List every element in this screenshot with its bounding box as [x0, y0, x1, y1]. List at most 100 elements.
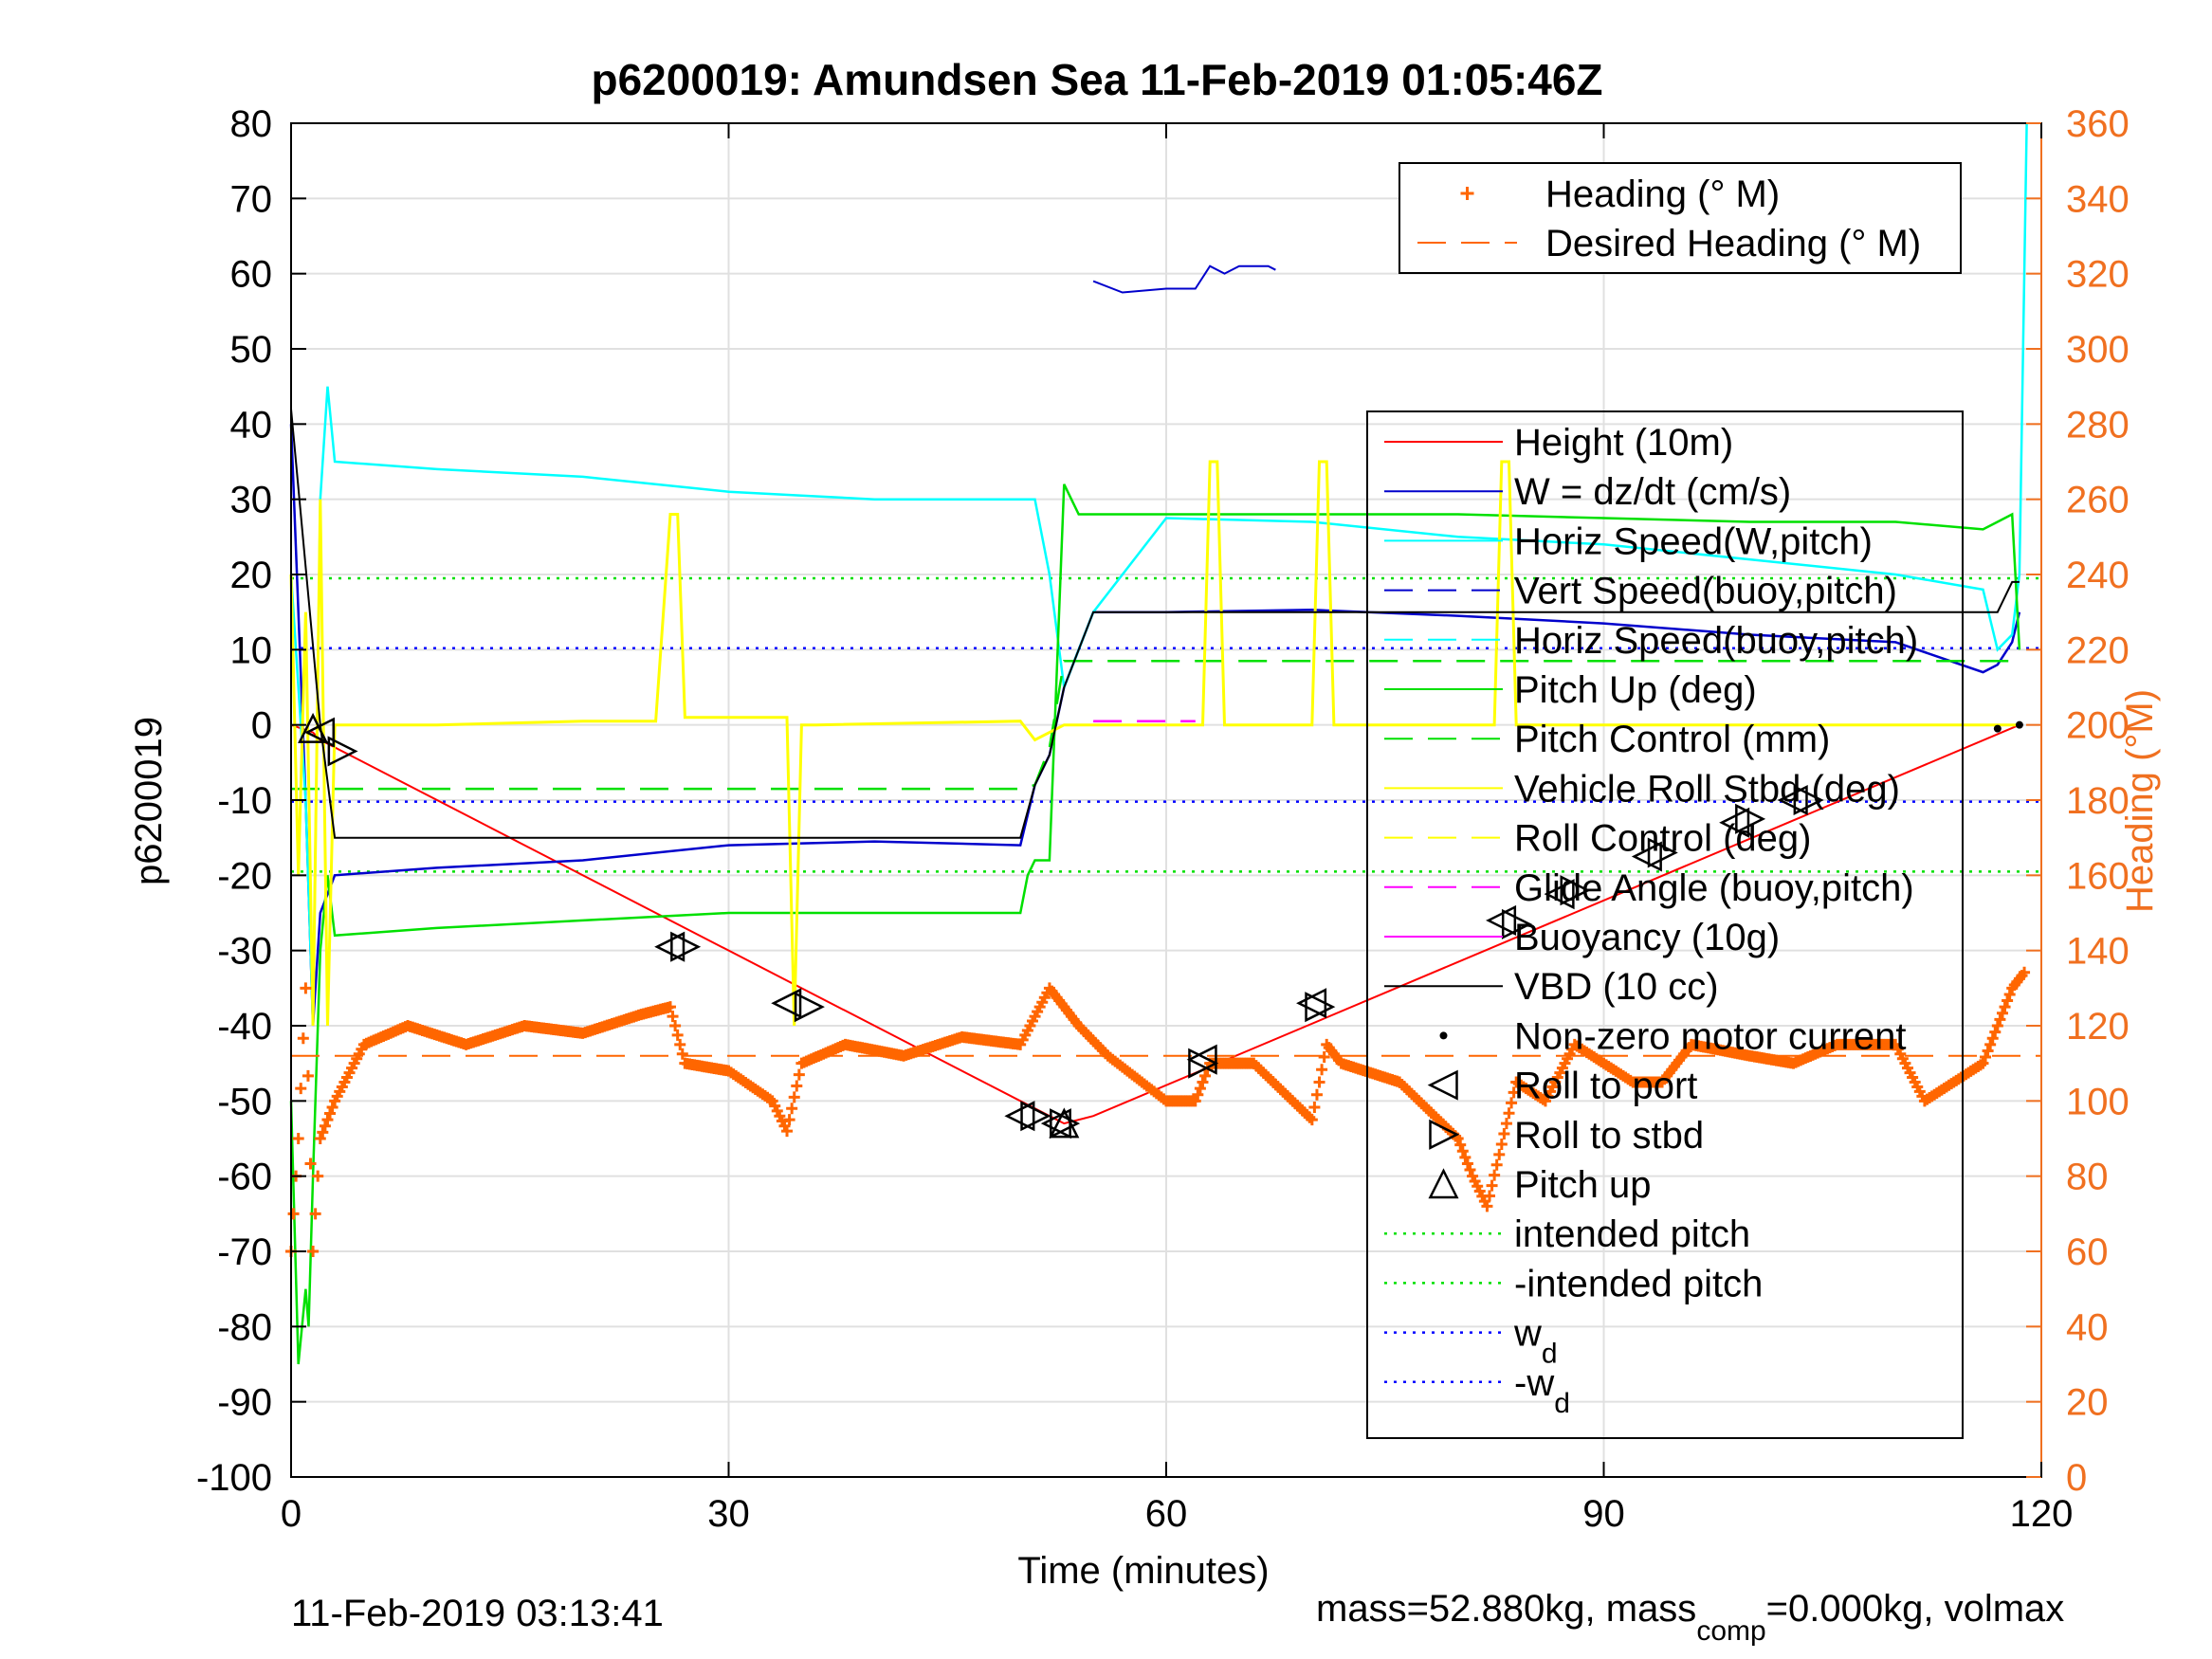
- heading-point: [1189, 1095, 1201, 1107]
- y-tick-label-right: 280: [2066, 404, 2130, 446]
- heading-point: [1999, 1001, 2011, 1013]
- series-line: [291, 659, 2020, 791]
- y-tick-label-right: 0: [2066, 1457, 2087, 1499]
- legend-main-label: Horiz Speed(W,pitch): [1514, 520, 1873, 562]
- heading-point: [793, 1068, 805, 1081]
- legend-main-label: Roll to stbd: [1514, 1115, 1704, 1157]
- pitch-up-marker: [1049, 1107, 1080, 1139]
- y-tick-label-right: 140: [2066, 931, 2130, 973]
- x-tick-label: 0: [281, 1493, 302, 1535]
- footer-mass-sub: comp: [1696, 1615, 1765, 1647]
- heading-point: [1980, 1051, 1992, 1064]
- heading-point: [1461, 1158, 1473, 1170]
- roll-to-stbd-marker: [1501, 908, 1532, 939]
- roll-to-port-marker: [1186, 1044, 1217, 1075]
- heading-point: [664, 1001, 676, 1013]
- heading-point: [1994, 1013, 2006, 1026]
- y-tick-label-right: 220: [2066, 629, 2130, 671]
- roll-to-stbd-marker: [794, 992, 825, 1023]
- y-tick-label-right: 260: [2066, 480, 2130, 521]
- roll-to-port-marker: [303, 717, 336, 748]
- heading-point: [317, 1126, 329, 1139]
- legend-subscript: d: [1542, 1339, 1558, 1370]
- x-tick-label: 120: [2010, 1493, 2074, 1535]
- heading-point: [674, 1038, 686, 1050]
- y-tick-label-right: 240: [2066, 555, 2130, 596]
- heading-point: [1991, 1020, 2003, 1031]
- roll-to-stbd-marker: [1020, 1101, 1051, 1132]
- heading-point: [1490, 1158, 1503, 1171]
- x-axis-label: Time (minutes): [1017, 1550, 1269, 1592]
- heading-point: [300, 982, 312, 994]
- legend-top-label: Desired Heading (° M): [1545, 223, 1921, 264]
- y-tick-label-right: 60: [2066, 1231, 2109, 1273]
- y-tick-label-left: -80: [217, 1306, 272, 1348]
- y-tick-label-right: 340: [2066, 178, 2130, 220]
- heading-point: [1456, 1145, 1469, 1158]
- heading-point: [667, 1011, 679, 1023]
- legend-main-label: Roll Control (deg): [1514, 818, 1811, 860]
- heading-point: [2002, 994, 2014, 1007]
- roll-to-stbd-marker: [1050, 1108, 1081, 1139]
- heading-point: [1503, 1107, 1515, 1120]
- footer-mass-main: mass=52.880kg, mass: [1316, 1588, 1696, 1630]
- heading-point: [671, 1029, 684, 1041]
- heading-point: [1977, 1057, 1989, 1069]
- legend-main-label: Height (10m): [1514, 422, 1733, 464]
- roll-to-port-marker: [1544, 879, 1575, 910]
- heading-point: [309, 1208, 321, 1220]
- heading-point: [788, 1091, 800, 1103]
- series-line: [290, 409, 2020, 839]
- heading-point: [319, 1120, 331, 1132]
- y-tick-label-left: -50: [217, 1081, 272, 1122]
- legend-subscript: d: [1554, 1388, 1570, 1419]
- footer-timestamp: 11-Feb-2019 03:13:41: [291, 1593, 664, 1634]
- y-tick-label-right: 320: [2066, 254, 2130, 296]
- heading-point: [1506, 1097, 1518, 1109]
- heading-point: [1454, 1139, 1467, 1151]
- legend-main-label: Buoyancy (10g): [1514, 917, 1780, 958]
- y-tick-label-left: 80: [230, 103, 273, 145]
- legend-main-label: VBD (10 cc): [1514, 966, 1719, 1008]
- y-tick-label-right: 40: [2066, 1306, 2109, 1348]
- heading-point: [297, 1032, 309, 1045]
- footer-mass: mass=52.880kg, masscomp=0.000kg, volmax: [1316, 1588, 2064, 1647]
- heading-point: [321, 1114, 334, 1126]
- heading-point: [1459, 1151, 1472, 1163]
- y-tick-label-right: 20: [2066, 1382, 2109, 1424]
- heading-point: [302, 1069, 314, 1082]
- heading-point: [1486, 1179, 1498, 1192]
- roll-to-stbd-marker: [327, 736, 358, 767]
- y-tick-label-left: 10: [230, 629, 273, 671]
- legend-main-label: -wd: [1514, 1362, 1570, 1419]
- y-tick-label-left: -20: [217, 855, 272, 897]
- heading-point: [324, 1107, 337, 1120]
- heading-point: [314, 1133, 326, 1144]
- legend-main-label: Vert Speed(buoy,pitch): [1514, 571, 1897, 612]
- y-tick-label-left: 60: [230, 254, 273, 296]
- y-tick-label-right: 180: [2066, 780, 2130, 822]
- legend-triangle-sample: [1429, 1119, 1460, 1150]
- heading-point: [791, 1080, 803, 1092]
- y-tick-label-left: 40: [230, 404, 273, 446]
- y-tick-label-right: 80: [2066, 1157, 2109, 1198]
- legend-plus-sample: [1460, 187, 1474, 200]
- heading-point: [1495, 1138, 1508, 1150]
- heading-point: [676, 1048, 688, 1060]
- series-line: [289, 460, 2020, 1027]
- heading-point: [1192, 1088, 1204, 1101]
- heading-point: [786, 1103, 798, 1115]
- y-tick-label-left: 30: [230, 480, 273, 521]
- legend-heading-box: Heading (° M) Desired Heading (° M): [1398, 162, 1962, 274]
- chart-title: p6200019: Amundsen Sea 11-Feb-2019 01:05…: [591, 55, 1602, 104]
- heading-point: [1306, 1114, 1318, 1126]
- heading-point: [1199, 1069, 1212, 1082]
- legend-main-label: Pitch Control (mm): [1514, 719, 1830, 760]
- legend-main-frame: [1366, 410, 1964, 1439]
- series-lines: [285, 122, 2041, 1365]
- heading-point: [783, 1114, 795, 1126]
- y-tick-label-left: 0: [251, 705, 272, 747]
- roll-to-stbd-marker: [670, 931, 702, 962]
- heading-point: [1989, 1026, 2002, 1038]
